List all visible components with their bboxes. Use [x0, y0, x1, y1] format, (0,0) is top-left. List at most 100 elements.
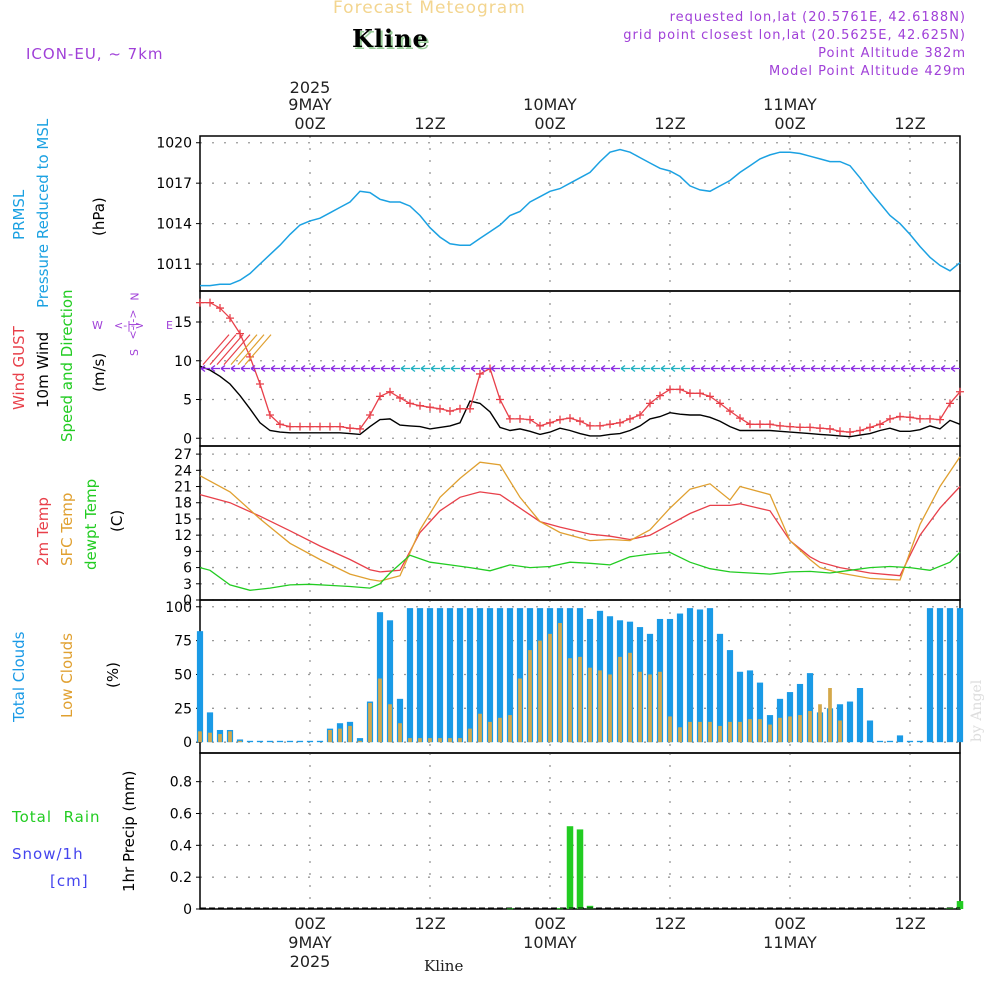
total-cloud-bar: [896, 735, 904, 743]
gust-marker: [916, 414, 924, 423]
rain-bar: [576, 829, 584, 909]
low-cloud-bar: [508, 715, 512, 743]
low-cloud-bar: [498, 717, 502, 743]
top-time-label-4-0: 11MAY: [763, 95, 817, 114]
bottom-time-label-4-1: 11MAY: [763, 933, 817, 952]
pressure-ytick-label-3: 1020: [156, 136, 192, 152]
total-cloud-bar: [516, 608, 524, 743]
total-cloud-bar: [796, 683, 804, 743]
total-cloud-bar: [426, 608, 434, 743]
low-cloud-bar: [398, 723, 402, 743]
requested-coords: requested lon,lat (20.5761E, 42.6188N): [669, 10, 966, 25]
wind-direction-arrow: [890, 364, 900, 373]
total-cloud-bar: [876, 740, 884, 743]
wind-direction-arrow: [590, 364, 600, 373]
gust-marker: [876, 420, 884, 429]
low-cloud-bar: [668, 716, 672, 743]
precip-ytick-label-2: 0.4: [170, 838, 192, 854]
wind-direction-arrow: [580, 364, 590, 373]
low-cloud-bar: [708, 721, 712, 743]
gust-marker: [826, 424, 834, 433]
low-cloud-bar: [828, 688, 832, 743]
total-cloud-bar: [486, 608, 494, 743]
total-cloud-bar: [296, 740, 304, 743]
total-cloud-bar: [736, 671, 744, 743]
low-cloud-bar: [348, 725, 352, 743]
gust-marker: [766, 420, 774, 429]
gust-line: [200, 301, 961, 433]
temperature-ytick-label-1: 3: [183, 577, 192, 593]
low-cloud-bar: [778, 717, 782, 743]
gust-marker: [936, 415, 944, 424]
gust-marker: [726, 407, 734, 416]
wind-direction-arrow: [500, 364, 510, 373]
gust-marker: [676, 385, 684, 394]
wind-speed-line: [199, 365, 961, 438]
low-cloud-bar: [488, 721, 492, 743]
precip-ytick-label-3: 0.6: [170, 806, 192, 822]
wind-direction-arrow: [620, 364, 630, 373]
gust-marker: [716, 399, 724, 408]
total-cloud-bar: [476, 608, 484, 743]
low-cloud-bar: [328, 729, 332, 743]
low-cloud-bar: [368, 702, 372, 743]
gust-marker: [526, 415, 534, 424]
wind-direction-arrow: [400, 364, 410, 373]
gust-marker: [396, 393, 404, 402]
wind-direction-arrow: [410, 364, 420, 373]
total-cloud-bar: [196, 631, 204, 743]
gust-marker: [586, 421, 594, 430]
wind-direction-arrow: [420, 364, 430, 373]
gust-marker: [946, 399, 954, 408]
total-cloud-bar: [936, 608, 944, 743]
wind-direction-arrow: [280, 364, 290, 373]
gust-marker: [626, 414, 634, 423]
low-cloud-bar: [338, 728, 342, 743]
wind-direction-arrow: [270, 364, 280, 373]
gust-marker: [616, 418, 624, 427]
total-cloud-bar: [446, 608, 454, 743]
total-cloud-bar: [396, 698, 404, 743]
gust-marker: [836, 427, 844, 436]
wind-ytick-label-0: 0: [183, 431, 192, 447]
low-cloud-bar: [648, 674, 652, 743]
total-cloud-bar: [706, 608, 714, 743]
wind-direction-arrow: [340, 364, 350, 373]
sfc-temp-line: [199, 456, 961, 582]
total-cloud-bar: [406, 608, 414, 743]
gust-marker: [846, 428, 854, 437]
low-cloud-bar: [548, 633, 552, 743]
gust-marker: [436, 404, 444, 413]
gust-marker: [686, 389, 694, 398]
total-cloud-bar: [696, 609, 704, 743]
gust-marker: [636, 411, 644, 419]
gust-marker: [906, 413, 914, 422]
wind-direction-arrow: [460, 364, 470, 373]
gust-marker: [896, 412, 904, 421]
pressure-ytick-label-0: 1011: [156, 257, 192, 273]
temperature-ytick-label-5: 15: [174, 512, 192, 528]
gust-marker: [736, 414, 744, 423]
temperature-ytick-label-7: 21: [174, 480, 192, 496]
wind-direction-arrow: [650, 364, 660, 373]
gust-marker: [226, 314, 234, 323]
low-cloud-bar: [758, 719, 762, 743]
gust-marker: [296, 422, 304, 431]
gust-marker: [306, 422, 314, 431]
wind-direction-arrow: [820, 364, 830, 373]
gust-marker: [816, 424, 824, 433]
total-cloud-bar: [916, 740, 924, 743]
gust-marker: [266, 411, 274, 419]
wind-direction-arrow: [670, 364, 680, 373]
total-cloud-bar: [276, 740, 284, 743]
gust-marker: [496, 395, 504, 404]
total-cloud-bar: [666, 618, 674, 743]
compass-east: E: [166, 319, 173, 332]
clouds-ytick-label-2: 50: [174, 667, 192, 683]
gust-marker: [856, 426, 864, 435]
gust-marker: [286, 422, 294, 431]
low-cloud-bar: [608, 674, 612, 743]
pressure-panel-frame: [199, 135, 961, 292]
bottom-time-label-3-0: 12Z: [654, 914, 685, 933]
gust-marker: [546, 418, 554, 427]
